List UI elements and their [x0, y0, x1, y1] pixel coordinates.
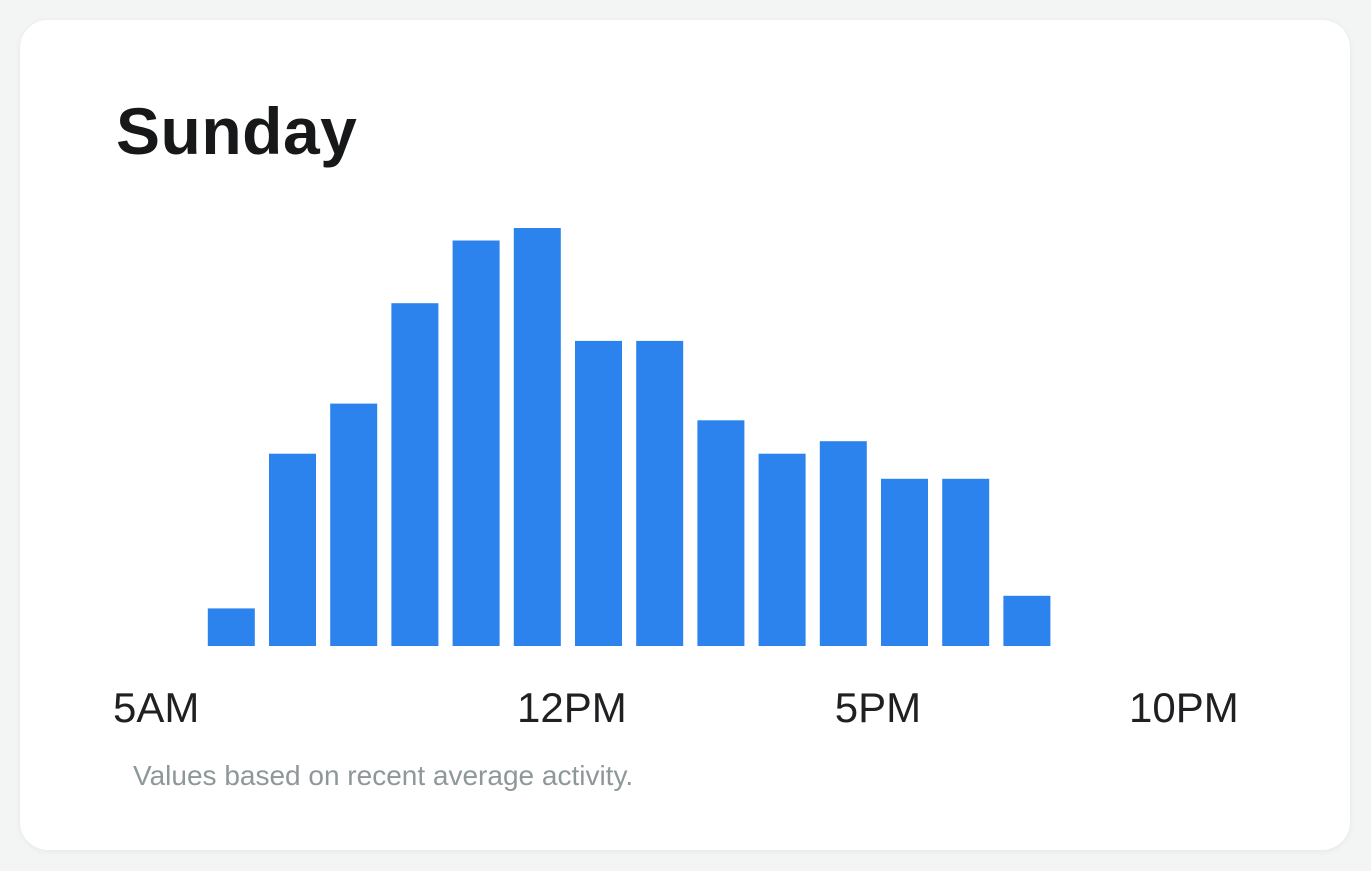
bar-4pm [819, 441, 867, 646]
bar-5pm [881, 478, 928, 646]
bar-9am [391, 303, 439, 646]
x-tick-label-5pm: 5PM [835, 684, 921, 731]
bar-8am [330, 403, 378, 646]
bar-2pm [697, 420, 745, 646]
x-tick-label-12pm: 12PM [517, 684, 627, 731]
bar-7am [269, 453, 316, 646]
bar-3pm [758, 453, 806, 646]
x-tick-label-10pm: 10PM [1129, 684, 1239, 731]
bar-11am [513, 228, 561, 646]
bar-1pm [636, 340, 684, 646]
activity-bar-chart: 5AM 12PM 5PM 10PM [113, 228, 1239, 731]
day-title: Sunday [116, 94, 358, 168]
bar-12pm [575, 340, 622, 646]
bar-10am [452, 240, 500, 646]
bar-6pm [942, 478, 990, 646]
bar-7pm [1003, 595, 1051, 646]
popular-times-card: Sunday 5AM 12PM 5PM 10PM Values based on re… [20, 20, 1350, 850]
x-tick-label-5am: 5AM [113, 684, 199, 731]
bar-6am [207, 608, 255, 646]
chart-footnote: Values based on recent average activity. [133, 760, 634, 791]
